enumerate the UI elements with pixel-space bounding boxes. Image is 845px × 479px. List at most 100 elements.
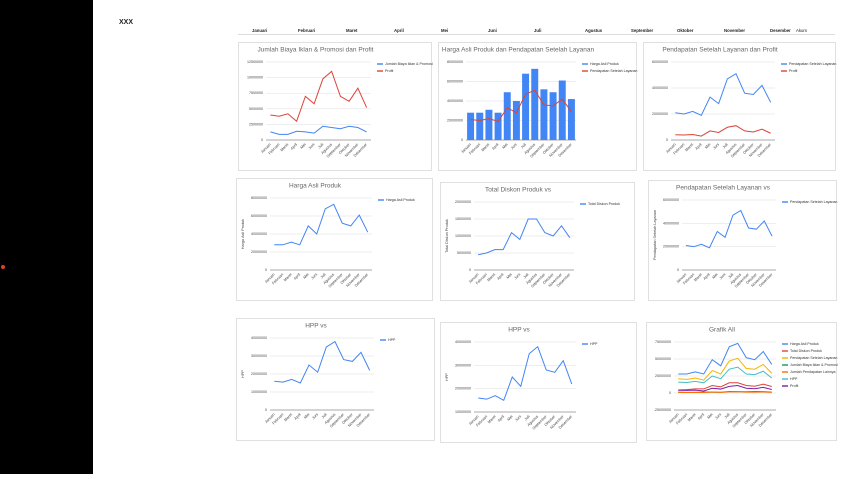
y-tick-label: 2500000 — [249, 122, 263, 126]
x-tick-label: Januari — [468, 414, 480, 426]
bar — [476, 112, 484, 140]
y-tick-label: 0 — [469, 268, 471, 272]
bar — [512, 101, 520, 140]
column-header: September — [631, 28, 654, 33]
bar — [522, 73, 530, 140]
legend-label: Pendapatan Setelah Layanan — [789, 62, 836, 66]
y-tick-label: 20000000 — [251, 250, 267, 254]
bar — [531, 68, 539, 140]
y-tick-label: 20000000 — [652, 112, 668, 116]
column-header: Maret — [346, 28, 358, 33]
x-tick-label: Juni — [714, 412, 722, 420]
x-tick-label: Mei — [707, 412, 714, 419]
y-axis-label: HPP — [241, 370, 245, 378]
y-tick-label: 5000000 — [249, 107, 263, 111]
x-tick-label: Juli — [321, 412, 328, 419]
legend-label: Profit — [385, 69, 393, 73]
y-tick-label: 80000000 — [251, 196, 267, 200]
x-tick-label: April — [294, 412, 302, 420]
x-tick-label: April — [695, 142, 703, 150]
legend-label: HPP — [388, 338, 396, 342]
x-tick-label: April — [290, 142, 298, 150]
chart-title: Harga Asli Produk dan Pendapatan Setelah… — [442, 47, 595, 54]
series-line — [678, 366, 773, 384]
x-tick-label: Mei — [303, 272, 310, 279]
x-tick-label: Juli — [727, 272, 734, 279]
x-tick-label: Juni — [311, 412, 319, 420]
bar — [494, 112, 502, 140]
indicator — [1, 265, 5, 269]
y-tick-label: 10000000 — [251, 390, 267, 394]
x-tick-label: Juli — [520, 142, 527, 149]
bar — [485, 109, 493, 140]
series-line — [274, 340, 371, 384]
bar — [567, 99, 575, 140]
chart-frame — [643, 42, 836, 171]
x-tick-label: Maret — [684, 142, 694, 152]
y-tick-label: 10000000 — [455, 410, 471, 414]
chart-title: Harga Asli Produk — [289, 183, 342, 190]
legend-label: Pendapatan Setelah Layanan — [790, 200, 837, 204]
series-line — [478, 218, 571, 256]
chart-title: Total Diskon Produk vs — [485, 187, 552, 194]
y-tick-label: 30000000 — [455, 363, 471, 367]
y-tick-label: 40000000 — [652, 86, 668, 90]
legend-label: Total Diskon Produk — [790, 349, 822, 353]
series-line — [675, 125, 771, 137]
x-tick-label: Juli — [722, 142, 729, 149]
x-tick-label: Maret — [280, 142, 290, 152]
series-line — [270, 70, 368, 123]
y-tick-label: 0 — [669, 391, 671, 395]
x-tick-label: Mei — [704, 142, 711, 149]
x-tick-label: Januari — [264, 412, 276, 424]
y-tick-label: 10000000 — [247, 76, 263, 80]
y-tick-label: 30000000 — [251, 354, 267, 358]
series-line — [675, 72, 772, 116]
x-tick-label: April — [703, 272, 711, 280]
y-tick-label: 60000000 — [652, 60, 668, 64]
y-axis-label: Total Diskon Produk — [445, 219, 449, 253]
x-tick-label: Mei — [507, 414, 514, 421]
series-line — [678, 385, 772, 392]
x-tick-label: Maret — [481, 142, 491, 152]
column-header: Desember — [770, 28, 791, 33]
y-tick-label: 40000000 — [455, 340, 471, 344]
chart-frame — [236, 318, 435, 441]
x-tick-label: Januari — [264, 272, 276, 284]
x-tick-label: Januari — [665, 142, 677, 154]
y-tick-label: 20000000 — [251, 372, 267, 376]
y-tick-label: 0 — [265, 268, 267, 272]
y-tick-label: 0 — [677, 268, 679, 272]
legend-label: Harga Asli Produk — [590, 62, 619, 66]
x-tick-label: April — [491, 142, 499, 150]
column-header: November — [724, 28, 745, 33]
x-tick-label: April — [496, 272, 504, 280]
series-line — [685, 209, 773, 249]
x-tick-label: April — [697, 412, 705, 420]
x-tick-label: Juni — [308, 142, 316, 150]
y-tick-label: 75000000 — [655, 340, 671, 344]
column-header: Akum — [796, 28, 807, 33]
x-tick-label: Juni — [719, 272, 727, 280]
x-tick-label: April — [497, 414, 505, 422]
chart-frame — [238, 42, 432, 171]
chart-title: Jumlah Biaya Iklan & Promosi dan Profit — [258, 47, 374, 54]
column-header: Februari — [298, 28, 315, 33]
chart-title: Pendapatan Setelah Layanan dan Profit — [662, 47, 777, 54]
column-header: Juni — [488, 28, 497, 33]
y-tick-label: 0 — [261, 138, 263, 142]
column-header: Juli — [534, 28, 541, 33]
y-tick-label: 20000000 — [455, 200, 471, 204]
chart-frame — [648, 180, 837, 301]
legend-label: Profit — [789, 69, 797, 73]
y-tick-label: 60000000 — [447, 79, 463, 83]
x-tick-label: April — [293, 272, 301, 280]
side-panel — [0, 0, 93, 474]
x-tick-label: Januari — [460, 142, 472, 154]
chart-title: HPP vs — [508, 327, 530, 334]
y-tick-label: 12500000 — [247, 60, 263, 64]
x-tick-label: Maret — [487, 272, 497, 282]
bar — [503, 92, 511, 140]
chart-title: Pendapatan Setelah Layanan vs — [676, 185, 771, 192]
